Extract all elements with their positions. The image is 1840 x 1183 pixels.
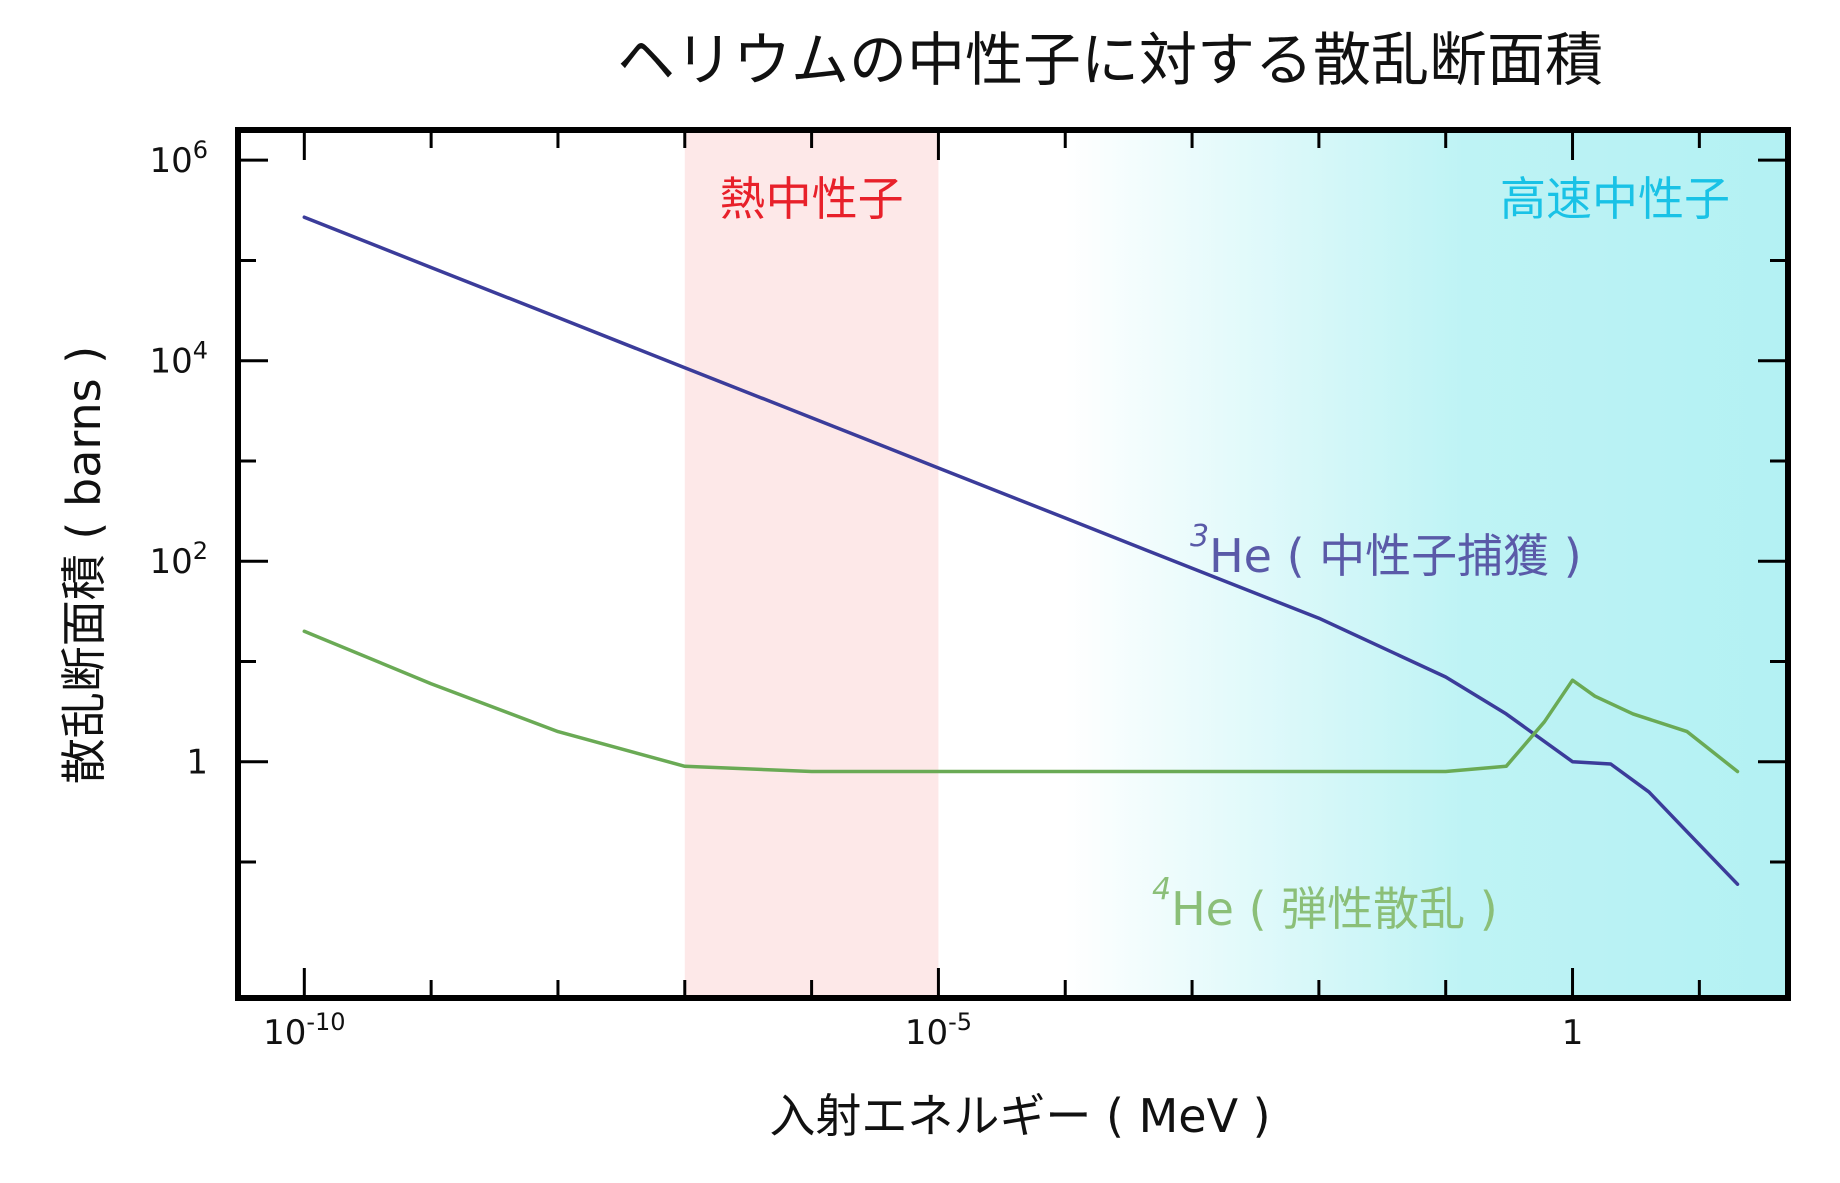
y-tick-label: 102 bbox=[149, 537, 208, 582]
y-tick-label: 106 bbox=[149, 136, 208, 181]
region-label-0: 熱中性子 bbox=[720, 172, 904, 226]
chart-title: ヘリウムの中性子に対する散乱断面積 bbox=[617, 26, 1603, 94]
y-tick-label: 1 bbox=[186, 743, 208, 783]
series-line-0 bbox=[302, 215, 1740, 886]
labels-layer: 10-10 10-5 1 1 102 104 106 熱中性子 高速中性子 3He ( 中性子捕獲… bbox=[149, 136, 1730, 1053]
y-tick-label: 104 bbox=[149, 337, 208, 382]
plot-frame bbox=[235, 127, 1791, 1001]
x-axis-label: 入射エネルギー ( MeV ) bbox=[769, 1089, 1270, 1143]
series-layer bbox=[302, 215, 1740, 886]
ticks-layer bbox=[238, 130, 1788, 998]
series-label-1: 4He ( 弾性散乱 ) bbox=[1152, 872, 1498, 936]
region-band-0 bbox=[684, 130, 939, 998]
series-label-0: 3He ( 中性子捕獲 ) bbox=[1190, 519, 1582, 583]
region-label-1: 高速中性子 bbox=[1500, 172, 1730, 226]
x-tick-label: 1 bbox=[1562, 1013, 1584, 1053]
y-axis-label: 散乱断面積 ( barns ) bbox=[57, 346, 111, 784]
series-line-1 bbox=[302, 629, 1740, 774]
x-tick-label: 10-10 bbox=[263, 1008, 345, 1053]
x-tick-label: 10-5 bbox=[905, 1008, 972, 1053]
